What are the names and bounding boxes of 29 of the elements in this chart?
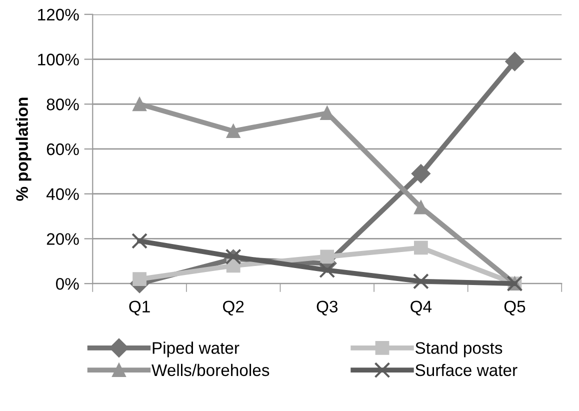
point [319, 262, 336, 278]
y-tick-label: 40% [46, 188, 79, 200]
y-tick-label: 20% [46, 233, 79, 245]
point [505, 52, 524, 72]
point [132, 97, 146, 112]
x-tick-label: Q5 [504, 300, 526, 316]
x-tick-label: Q2 [223, 300, 244, 316]
x-tick-label: Q1 [129, 300, 150, 316]
y-tick-label: 100% [38, 54, 79, 66]
point [411, 164, 430, 184]
y-axis-title: % population [16, 98, 32, 201]
point [226, 124, 240, 138]
x-tick-label: Q3 [316, 300, 338, 316]
point [414, 240, 428, 255]
point [414, 200, 428, 214]
y-tick-label: 60% [46, 143, 79, 156]
point [132, 272, 146, 286]
legend-label: Piped water [152, 342, 240, 358]
point [320, 250, 334, 264]
point [412, 273, 429, 290]
legend-label: Stand posts [416, 342, 502, 358]
legend-label: Surface water [416, 364, 518, 376]
x-tick-label: Q4 [410, 300, 432, 316]
point [225, 248, 242, 265]
legend-label: Wells/boreholes [152, 364, 270, 376]
y-tick-label: 120% [38, 8, 79, 21]
y-tick-label: 0% [56, 278, 79, 290]
point [132, 232, 148, 249]
y-tick-label: 80% [46, 98, 79, 110]
